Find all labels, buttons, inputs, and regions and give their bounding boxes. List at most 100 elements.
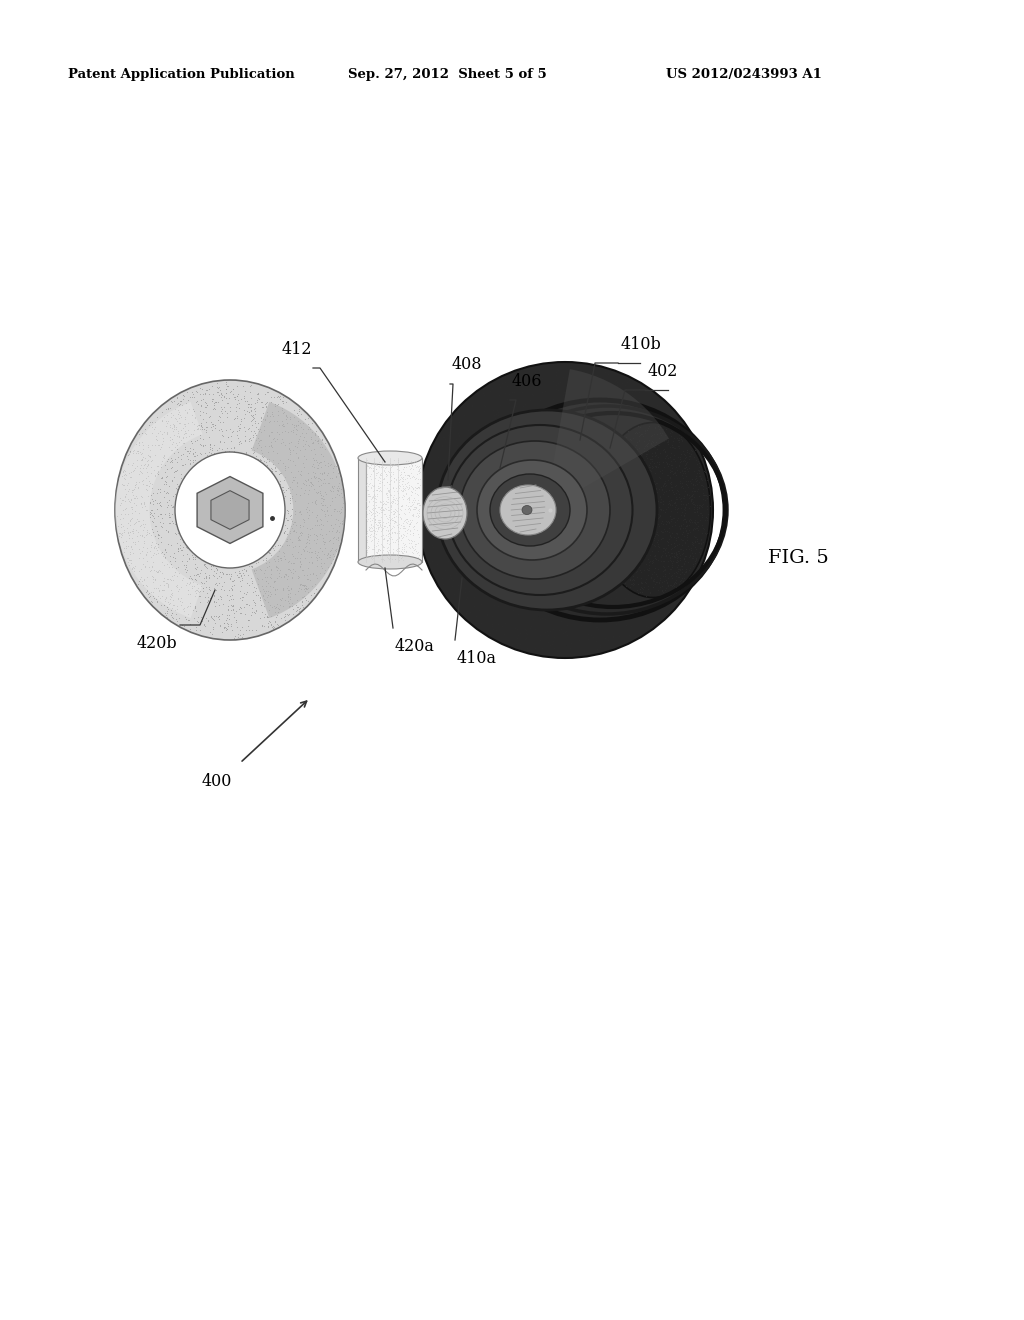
Point (163, 605, 179, 626)
Point (375, 494, 391, 515)
Point (529, 605, 546, 626)
Point (425, 491, 441, 512)
Point (638, 466, 654, 487)
Point (358, 466, 375, 487)
Point (664, 558, 680, 579)
Point (450, 574, 466, 595)
Point (518, 619, 535, 640)
Point (655, 537, 672, 558)
Point (190, 585, 207, 606)
Point (613, 474, 630, 495)
Point (567, 595, 584, 616)
Point (654, 451, 671, 473)
Point (252, 590, 268, 611)
Point (517, 618, 534, 639)
Point (409, 477, 425, 498)
Point (408, 539, 424, 560)
Point (620, 539, 636, 560)
Point (558, 516, 574, 537)
Point (451, 487, 467, 508)
Point (176, 598, 193, 619)
Point (241, 619, 257, 640)
Point (422, 552, 438, 573)
Point (664, 458, 680, 479)
Point (542, 407, 558, 428)
Point (567, 545, 584, 566)
Point (129, 441, 145, 462)
Point (471, 599, 487, 620)
Point (153, 420, 169, 441)
Point (625, 565, 641, 586)
Point (318, 500, 335, 521)
Point (335, 492, 351, 513)
Point (324, 521, 340, 543)
Point (566, 404, 583, 425)
Point (604, 626, 621, 647)
Point (368, 517, 384, 539)
Point (659, 535, 676, 556)
Point (523, 615, 540, 636)
Point (603, 543, 620, 564)
Point (683, 532, 699, 553)
Point (164, 607, 180, 628)
Point (216, 396, 232, 417)
Point (392, 508, 409, 529)
Point (274, 391, 291, 412)
Point (472, 612, 488, 634)
Point (596, 490, 612, 511)
Point (145, 506, 162, 527)
Point (226, 437, 243, 458)
Point (630, 504, 646, 525)
Point (404, 537, 421, 558)
Point (146, 535, 163, 556)
Point (283, 449, 299, 470)
Point (586, 508, 602, 529)
Point (124, 527, 140, 548)
Point (250, 383, 266, 404)
Point (590, 500, 606, 521)
Point (610, 384, 627, 405)
Point (490, 404, 507, 425)
Point (276, 420, 293, 441)
Point (214, 403, 230, 424)
Point (690, 453, 707, 474)
Point (312, 470, 329, 491)
Point (385, 471, 401, 492)
Point (378, 494, 394, 515)
Point (537, 459, 553, 480)
Point (307, 541, 324, 562)
Point (298, 449, 314, 470)
Point (560, 372, 577, 393)
Point (479, 605, 496, 626)
Point (446, 459, 463, 480)
Point (362, 546, 379, 568)
Point (621, 478, 637, 499)
Point (600, 506, 616, 527)
Point (283, 440, 299, 461)
Point (604, 606, 621, 627)
Point (612, 498, 629, 519)
Point (495, 408, 511, 429)
Point (416, 478, 432, 499)
Point (615, 480, 632, 502)
Point (209, 574, 225, 595)
Point (254, 442, 270, 463)
Point (114, 524, 130, 545)
Point (447, 438, 464, 459)
Point (419, 467, 435, 488)
Point (570, 442, 587, 463)
Point (648, 478, 665, 499)
Point (629, 478, 645, 499)
Point (571, 393, 588, 414)
Point (666, 545, 682, 566)
Point (688, 539, 705, 560)
Point (614, 511, 631, 532)
Point (140, 557, 157, 578)
Point (519, 366, 536, 387)
Point (272, 548, 289, 569)
Point (613, 413, 630, 434)
Point (540, 631, 556, 652)
Point (394, 469, 411, 490)
Point (575, 640, 592, 661)
Point (421, 536, 437, 557)
